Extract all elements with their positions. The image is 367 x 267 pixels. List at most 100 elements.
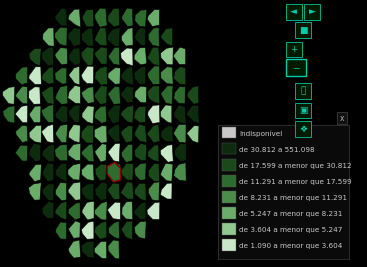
Text: ►: ► xyxy=(309,7,316,17)
Polygon shape xyxy=(174,87,185,104)
Polygon shape xyxy=(81,241,94,258)
Polygon shape xyxy=(135,221,146,239)
Polygon shape xyxy=(174,67,186,85)
Polygon shape xyxy=(29,143,41,162)
Bar xyxy=(222,143,236,155)
Bar xyxy=(222,223,236,235)
Text: de 5.247 a menor que 8.231: de 5.247 a menor que 8.231 xyxy=(239,211,342,217)
Text: Ⓛ: Ⓛ xyxy=(300,87,306,96)
Polygon shape xyxy=(3,87,15,104)
Polygon shape xyxy=(69,66,80,85)
Text: ◄: ◄ xyxy=(290,7,297,17)
Polygon shape xyxy=(134,163,146,180)
Polygon shape xyxy=(68,240,80,258)
Polygon shape xyxy=(81,125,93,143)
Polygon shape xyxy=(81,87,94,103)
Polygon shape xyxy=(135,143,147,161)
Polygon shape xyxy=(81,28,94,46)
Polygon shape xyxy=(15,145,28,161)
Polygon shape xyxy=(121,126,133,143)
Polygon shape xyxy=(148,164,160,182)
Polygon shape xyxy=(68,182,80,200)
Text: de 1.090 a menor que 3.604: de 1.090 a menor que 3.604 xyxy=(239,243,342,249)
Polygon shape xyxy=(121,28,133,46)
Polygon shape xyxy=(95,164,106,181)
Polygon shape xyxy=(108,8,120,27)
Text: −: − xyxy=(292,63,299,72)
Polygon shape xyxy=(160,105,172,123)
Polygon shape xyxy=(161,67,173,84)
Polygon shape xyxy=(161,47,173,65)
Polygon shape xyxy=(187,86,199,104)
Polygon shape xyxy=(135,86,147,103)
Polygon shape xyxy=(148,66,160,85)
Polygon shape xyxy=(81,183,94,201)
Polygon shape xyxy=(148,105,160,124)
Polygon shape xyxy=(147,47,160,66)
Text: de 3.604 a menor que 5.247: de 3.604 a menor que 5.247 xyxy=(239,227,342,233)
Polygon shape xyxy=(108,124,120,142)
Polygon shape xyxy=(135,10,147,27)
Polygon shape xyxy=(42,47,54,66)
Polygon shape xyxy=(55,183,66,201)
Polygon shape xyxy=(43,163,54,182)
Polygon shape xyxy=(135,124,147,143)
Bar xyxy=(222,127,236,138)
Polygon shape xyxy=(82,106,94,124)
Polygon shape xyxy=(121,144,133,162)
Polygon shape xyxy=(42,184,54,201)
Polygon shape xyxy=(55,144,68,161)
Bar xyxy=(222,175,236,187)
Polygon shape xyxy=(94,221,107,239)
Bar xyxy=(222,159,236,171)
Polygon shape xyxy=(81,47,94,65)
Polygon shape xyxy=(174,124,186,143)
Bar xyxy=(295,22,311,38)
Polygon shape xyxy=(69,105,80,122)
Polygon shape xyxy=(148,182,159,201)
Polygon shape xyxy=(41,67,54,84)
Text: x: x xyxy=(340,114,344,123)
Polygon shape xyxy=(95,182,107,201)
Polygon shape xyxy=(160,183,172,199)
Polygon shape xyxy=(69,125,80,143)
Polygon shape xyxy=(41,124,54,143)
Text: de 11.291 a menor que 17.599: de 11.291 a menor que 17.599 xyxy=(239,179,352,185)
Polygon shape xyxy=(55,48,68,65)
Polygon shape xyxy=(68,143,81,160)
Polygon shape xyxy=(108,105,120,124)
Polygon shape xyxy=(160,145,173,162)
Polygon shape xyxy=(81,164,94,181)
Polygon shape xyxy=(174,163,186,181)
Bar xyxy=(286,42,302,57)
Polygon shape xyxy=(29,67,41,85)
Polygon shape xyxy=(147,86,160,104)
Polygon shape xyxy=(148,28,159,46)
Polygon shape xyxy=(55,28,67,46)
Polygon shape xyxy=(95,144,106,162)
Text: +: + xyxy=(290,45,298,54)
Polygon shape xyxy=(42,201,54,218)
Polygon shape xyxy=(55,201,67,220)
Polygon shape xyxy=(134,66,146,84)
Polygon shape xyxy=(29,125,41,143)
Polygon shape xyxy=(108,87,120,104)
Polygon shape xyxy=(81,221,94,239)
Polygon shape xyxy=(160,163,173,181)
Polygon shape xyxy=(29,164,41,182)
Polygon shape xyxy=(108,47,120,65)
Polygon shape xyxy=(134,202,146,219)
Polygon shape xyxy=(108,164,120,181)
Polygon shape xyxy=(82,201,94,220)
Polygon shape xyxy=(16,125,28,143)
Polygon shape xyxy=(56,163,67,182)
Polygon shape xyxy=(41,87,54,104)
Polygon shape xyxy=(55,85,68,104)
Polygon shape xyxy=(15,86,28,104)
Polygon shape xyxy=(94,126,107,143)
Polygon shape xyxy=(55,222,66,239)
Polygon shape xyxy=(187,105,199,123)
Polygon shape xyxy=(56,124,68,143)
Polygon shape xyxy=(95,86,107,104)
Text: de 8.231 a menor que 11.291: de 8.231 a menor que 11.291 xyxy=(239,195,347,201)
